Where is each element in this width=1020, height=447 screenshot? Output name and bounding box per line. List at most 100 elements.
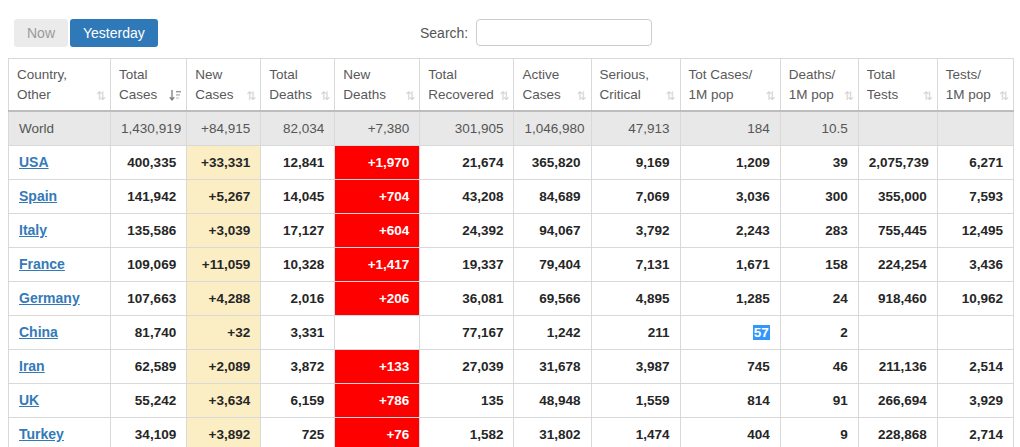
cell-total_tests: 228,868 xyxy=(858,417,937,447)
cell-new_cases: +3,892 xyxy=(187,417,261,447)
cell-total_cases: 1,430,919 xyxy=(111,111,187,145)
cell-total_recovered: 19,337 xyxy=(420,247,514,281)
cell-active_cases: 94,067 xyxy=(514,213,591,247)
sort-updown-icon: ⇅ xyxy=(405,90,415,102)
cell-new_deaths: +1,970 xyxy=(335,145,420,179)
column-header-total_cases[interactable]: TotalCases xyxy=(111,59,187,112)
cell-tot_cases_1m: 184 xyxy=(680,111,780,145)
cell-tot_cases_1m: 57 xyxy=(680,315,780,349)
sort-updown-icon: ⇅ xyxy=(844,90,854,102)
cell-total_recovered: 36,081 xyxy=(420,281,514,315)
cell-total_deaths: 3,872 xyxy=(261,349,335,383)
cell-tests_1m: 6,271 xyxy=(937,145,1013,179)
column-header-active_cases[interactable]: ActiveCases⇅ xyxy=(514,59,591,112)
cell-tot_cases_1m: 1,209 xyxy=(680,145,780,179)
cell-new_cases: +5,267 xyxy=(187,179,261,213)
cell-tests_1m xyxy=(937,111,1013,145)
column-header-new_deaths[interactable]: NewDeaths⇅ xyxy=(335,59,420,112)
cell-total_recovered: 301,905 xyxy=(420,111,514,145)
country-link[interactable]: Germany xyxy=(19,290,80,306)
country-link[interactable]: UK xyxy=(19,392,39,408)
sort-updown-icon: ⇅ xyxy=(923,90,933,102)
cell-serious_critical: 1,559 xyxy=(591,383,680,417)
country-link[interactable]: Spain xyxy=(19,188,57,204)
column-header-serious_critical[interactable]: Serious,Critical⇅ xyxy=(591,59,680,112)
cell-country: Iran xyxy=(9,349,111,383)
cell-deaths_1m: 158 xyxy=(780,247,858,281)
cell-country: China xyxy=(9,315,111,349)
cell-country: Turkey xyxy=(9,417,111,447)
cell-active_cases: 48,948 xyxy=(514,383,591,417)
cell-total_cases: 55,242 xyxy=(111,383,187,417)
cell-total_deaths: 12,841 xyxy=(261,145,335,179)
country-link[interactable]: USA xyxy=(19,154,49,170)
cell-total_recovered: 1,582 xyxy=(420,417,514,447)
cell-active_cases: 31,678 xyxy=(514,349,591,383)
cell-serious_critical: 4,895 xyxy=(591,281,680,315)
cell-total_tests: 266,694 xyxy=(858,383,937,417)
cell-new_deaths: +704 xyxy=(335,179,420,213)
table-row: Iran62,589+2,0893,872+13327,03931,6783,9… xyxy=(9,349,1014,383)
cell-serious_critical: 3,792 xyxy=(591,213,680,247)
cell-tests_1m: 12,495 xyxy=(937,213,1013,247)
search-label: Search: xyxy=(420,25,468,41)
cell-total_tests: 224,254 xyxy=(858,247,937,281)
cell-total_cases: 135,586 xyxy=(111,213,187,247)
cell-tot_cases_1m: 3,036 xyxy=(680,179,780,213)
country-link[interactable]: Iran xyxy=(19,358,45,374)
cell-deaths_1m: 91 xyxy=(780,383,858,417)
table-row: Spain141,942+5,26714,045+70443,20884,689… xyxy=(9,179,1014,213)
column-header-new_cases[interactable]: NewCases⇅ xyxy=(187,59,261,112)
cell-new_cases: +2,089 xyxy=(187,349,261,383)
table-row: Turkey34,109+3,892725+761,58231,8021,474… xyxy=(9,417,1014,447)
now-button[interactable]: Now xyxy=(14,19,68,47)
cell-total_recovered: 24,392 xyxy=(420,213,514,247)
selected-text: 57 xyxy=(753,325,770,340)
country-link[interactable]: Italy xyxy=(19,222,47,238)
cell-country: USA xyxy=(9,145,111,179)
cell-active_cases: 1,242 xyxy=(514,315,591,349)
cell-country: Germany xyxy=(9,281,111,315)
table-row: UK55,242+3,6346,159+78613548,9481,559814… xyxy=(9,383,1014,417)
country-link[interactable]: Turkey xyxy=(19,426,64,442)
cell-tests_1m: 3,436 xyxy=(937,247,1013,281)
table-row: France109,069+11,05910,328+1,41719,33779… xyxy=(9,247,1014,281)
covid-stats-table: Country,Other⇅TotalCasesNewCases⇅TotalDe… xyxy=(8,58,1014,447)
cell-deaths_1m: 2 xyxy=(780,315,858,349)
cell-total_tests: 211,136 xyxy=(858,349,937,383)
column-header-total_deaths[interactable]: TotalDeaths⇅ xyxy=(261,59,335,112)
search-input[interactable] xyxy=(476,19,652,46)
cell-country: Spain xyxy=(9,179,111,213)
toolbar: Now Yesterday Search: xyxy=(0,0,1020,58)
cell-country: UK xyxy=(9,383,111,417)
cell-total_deaths: 82,034 xyxy=(261,111,335,145)
cell-active_cases: 79,404 xyxy=(514,247,591,281)
sort-updown-icon: ⇅ xyxy=(246,90,256,102)
cell-new_cases: +3,634 xyxy=(187,383,261,417)
column-header-country[interactable]: Country,Other⇅ xyxy=(9,59,111,112)
cell-country: Italy xyxy=(9,213,111,247)
table-row: Germany107,663+4,2882,016+20636,08169,56… xyxy=(9,281,1014,315)
cell-total_recovered: 135 xyxy=(420,383,514,417)
cell-new_deaths: +786 xyxy=(335,383,420,417)
cell-country: World xyxy=(9,111,111,145)
cell-total_tests: 918,460 xyxy=(858,281,937,315)
cell-tot_cases_1m: 1,285 xyxy=(680,281,780,315)
cell-total_deaths: 6,159 xyxy=(261,383,335,417)
column-header-total_recovered[interactable]: TotalRecovered⇅ xyxy=(420,59,514,112)
country-link[interactable]: France xyxy=(19,256,65,272)
cell-tests_1m: 3,929 xyxy=(937,383,1013,417)
yesterday-button[interactable]: Yesterday xyxy=(70,19,158,47)
cell-tests_1m: 7,593 xyxy=(937,179,1013,213)
cell-new_cases: +4,288 xyxy=(187,281,261,315)
column-header-deaths_1m[interactable]: Deaths/1M pop⇅ xyxy=(780,59,858,112)
cell-total_cases: 34,109 xyxy=(111,417,187,447)
cell-country: France xyxy=(9,247,111,281)
column-header-tests_1m[interactable]: Tests/1M pop⇅ xyxy=(937,59,1013,112)
cell-tests_1m xyxy=(937,315,1013,349)
column-header-total_tests[interactable]: TotalTests⇅ xyxy=(858,59,937,112)
country-link[interactable]: China xyxy=(19,324,58,340)
column-header-tot_cases_1m[interactable]: Tot Cases/1M pop⇅ xyxy=(680,59,780,112)
cell-tests_1m: 2,714 xyxy=(937,417,1013,447)
table-header-row: Country,Other⇅TotalCasesNewCases⇅TotalDe… xyxy=(9,59,1014,112)
